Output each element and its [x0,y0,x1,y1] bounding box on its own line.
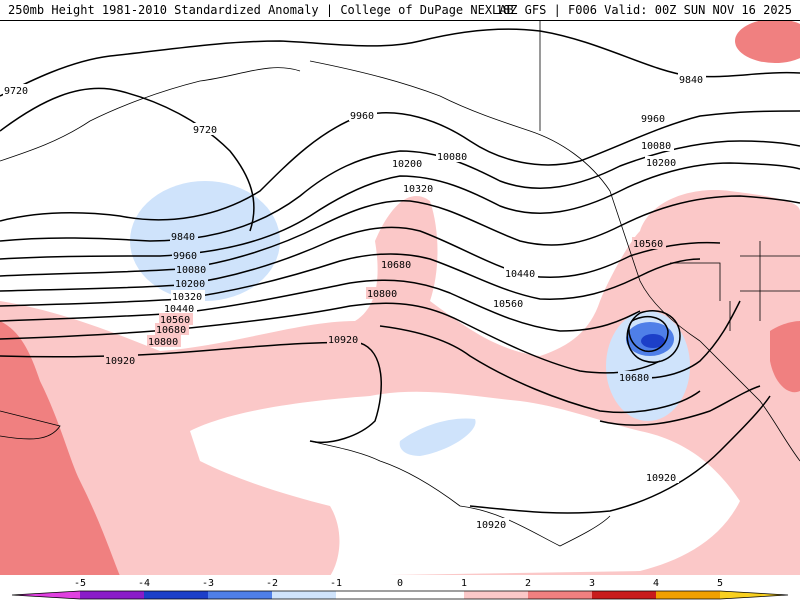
legend-tick: 4 [653,578,659,589]
positive-anomaly-right [770,321,800,393]
anomaly-map: 9720 9720 9840 9840 9960 9960 9960 10080… [0,21,800,576]
model-valid-time: 18Z GFS | F006 Valid: 00Z SUN NOV 16 202… [495,3,792,17]
contour-label: 10440 [505,269,535,280]
legend-tick: 0 [397,578,403,589]
contour-label: 10200 [646,158,676,169]
contour-label: 10080 [641,141,671,152]
legend-swatch [400,591,464,599]
positive-anomaly-cutout [190,391,740,576]
contour-label: 10080 [437,152,467,163]
legend-swatch [656,591,720,599]
positive-anomaly-alaska [735,21,800,63]
contour-label: 9960 [173,251,197,262]
legend-tick: 1 [461,578,467,589]
legend-tick: -5 [74,578,86,589]
legend-tick: -4 [138,578,150,589]
contour-label: 10200 [392,159,422,170]
contour-label: 10440 [164,304,194,315]
anomaly-fills [0,21,800,576]
legend-swatch [272,591,336,599]
legend-swatch [336,591,400,599]
title-bar: 250mb Height 1981-2010 Standardized Anom… [0,0,800,20]
contour-label: 10680 [619,373,649,384]
contour-label: 10320 [403,184,433,195]
map-frame: 9720 9720 9840 9840 9960 9960 9960 10080… [0,20,800,576]
contour-label: 10800 [148,337,178,348]
contour-label: 9720 [193,125,217,136]
contour-label: 9720 [4,86,28,97]
negative-anomaly-center [641,334,665,348]
negative-anomaly-hawaii [399,418,476,456]
contour-label: 10560 [633,239,663,250]
contour-label: 10800 [367,289,397,300]
coastlines [0,21,800,547]
contour-label: 10680 [381,260,411,271]
contour-label: 10920 [105,356,135,367]
legend-svg: -5 -4 -3 -2 -1 0 1 2 3 4 5 [11,578,789,600]
legend-tick: -3 [202,578,214,589]
color-scale-legend: -5 -4 -3 -2 -1 0 1 2 3 4 5 [0,575,800,600]
legend-swatch [80,591,144,599]
legend-swatch [592,591,656,599]
legend-tick: 3 [589,578,595,589]
contour-labels: 9720 9720 9840 9840 9960 9960 9960 10080… [3,73,706,531]
legend-swatch [720,591,788,599]
legend-swatch [12,591,80,599]
legend-swatch [208,591,272,599]
positive-anomaly-strong [0,321,120,576]
contour-label: 10560 [160,315,190,326]
contour-label: 10200 [175,279,205,290]
contour-label: 10680 [156,325,186,336]
legend-tick: 5 [717,578,723,589]
contour-label: 9840 [679,75,703,86]
legend-swatch [528,591,592,599]
contour-label: 10920 [646,473,676,484]
legend-swatch [464,591,528,599]
chart-title: 250mb Height 1981-2010 Standardized Anom… [8,3,514,17]
negative-anomaly-pacific [130,181,280,301]
contour-label: 9960 [350,111,374,122]
contour-label: 9840 [171,232,195,243]
contour-label: 10080 [176,265,206,276]
legend-ticks: -5 -4 -3 -2 -1 0 1 2 3 4 5 [74,578,723,589]
legend-tick: -2 [266,578,278,589]
legend-tick: -1 [330,578,342,589]
contour-label: 10560 [493,299,523,310]
legend-tick: 2 [525,578,531,589]
contour-label: 10920 [328,335,358,346]
legend-color-bar [11,590,789,600]
contour-label: 9960 [641,114,665,125]
legend-swatch [144,591,208,599]
contour-label: 10320 [172,292,202,303]
contour-label: 10920 [476,520,506,531]
